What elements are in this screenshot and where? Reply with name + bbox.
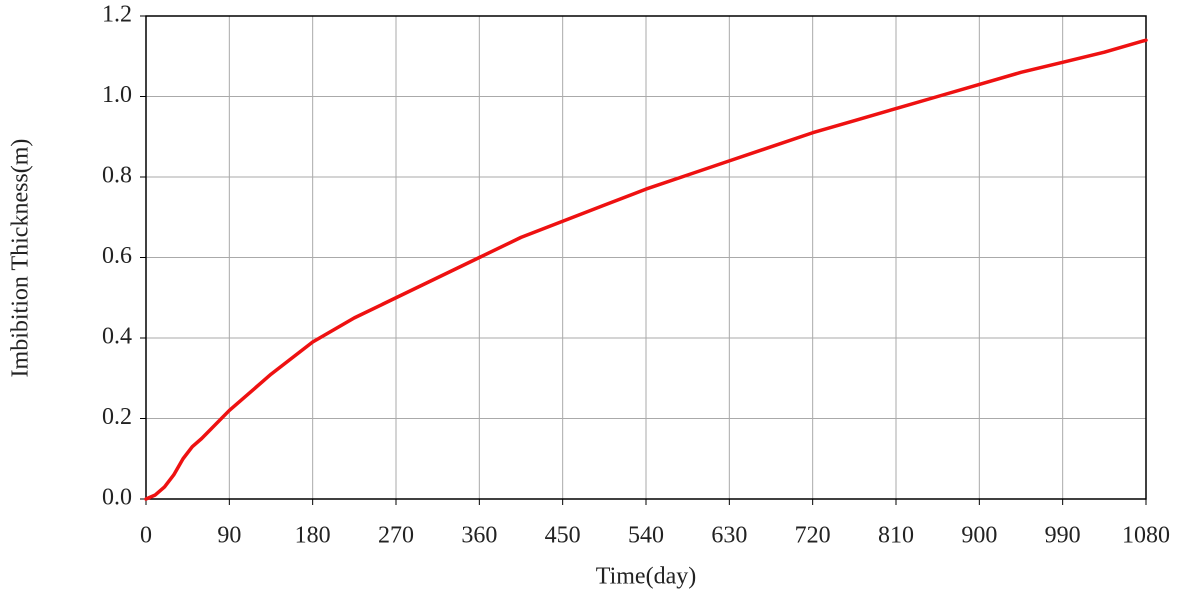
x-tick-label: 540 [628,523,664,549]
x-tick-label: 810 [878,523,914,549]
x-axis-label: Time(day) [596,564,696,590]
y-tick-label: 0.4 [102,324,132,350]
y-tick-label: 1.0 [102,82,132,108]
x-tick-label: 990 [1045,523,1081,549]
plot-frame [145,15,1147,500]
x-tick-label: 720 [795,523,831,549]
x-tick-label: 630 [711,523,747,549]
data-line [144,38,1148,501]
x-tick-label: 0 [140,523,152,549]
y-tick-label: 0.2 [102,404,132,430]
x-tick-label: 360 [461,523,497,549]
y-tick-label: 1.2 [102,2,132,28]
x-tick-label: 270 [378,523,414,549]
y-tick-label: 0.8 [102,163,132,189]
x-tick-label: 90 [217,523,241,549]
y-axis-label: Imbibition Thickness(m) [8,139,34,378]
x-tick-label: 1080 [1122,523,1170,549]
y-tick-label: 0.6 [102,243,132,269]
x-tick-label: 450 [545,523,581,549]
y-tick-label: 0.0 [102,485,132,511]
x-tick-label: 900 [961,523,997,549]
x-tick-label: 180 [295,523,331,549]
